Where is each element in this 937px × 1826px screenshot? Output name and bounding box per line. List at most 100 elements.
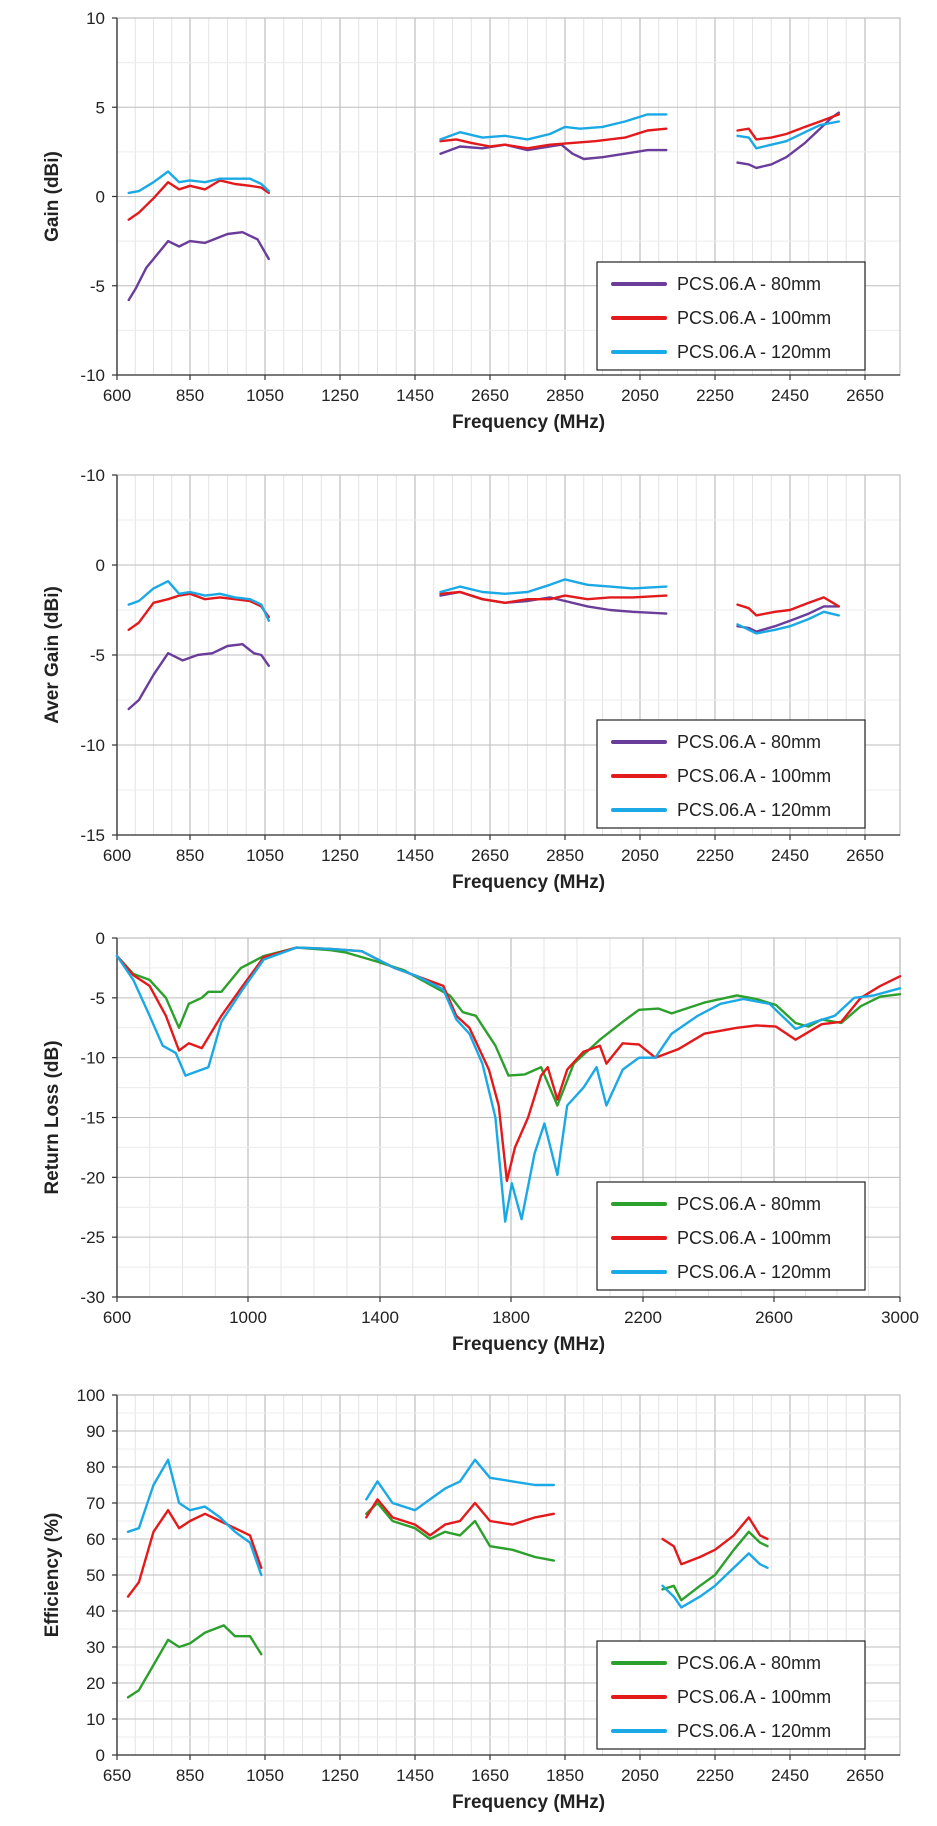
x-tick-label: 2850 <box>546 386 584 405</box>
y-tick-label: 60 <box>86 1530 105 1549</box>
series-line-3 <box>736 610 840 635</box>
y-tick-label: 30 <box>86 1638 105 1657</box>
y-tick-label: 0 <box>96 188 105 207</box>
x-tick-label: 1050 <box>246 1766 284 1785</box>
x-tick-label: 2650 <box>846 846 884 865</box>
x-tick-label: 1450 <box>396 1766 434 1785</box>
x-tick-label: 1250 <box>321 386 359 405</box>
y-tick-label: 80 <box>86 1458 105 1477</box>
x-tick-label: 2600 <box>755 1308 793 1327</box>
x-axis-title: Frequency (MHz) <box>452 1334 605 1355</box>
x-tick-label: 1250 <box>321 846 359 865</box>
series-line-2 <box>439 127 668 150</box>
series-line-3 <box>439 113 668 141</box>
legend-label: PCS.06.A - 80mm <box>677 1653 821 1673</box>
series-line-2 <box>736 113 840 141</box>
y-tick-label: 10 <box>86 1710 105 1729</box>
legend-label: PCS.06.A - 80mm <box>677 274 821 294</box>
y-tick-label: -5 <box>90 646 105 665</box>
series-line-3 <box>439 578 668 596</box>
y-tick-label: -10 <box>80 736 105 755</box>
y-tick-label: 70 <box>86 1494 105 1513</box>
series-line-2 <box>127 592 270 632</box>
y-tick-label: -15 <box>80 1109 105 1128</box>
series-line-3 <box>365 1458 555 1512</box>
y-tick-label: 20 <box>86 1674 105 1693</box>
series-line-2 <box>736 596 840 617</box>
series-line-3 <box>661 1552 769 1609</box>
x-tick-label: 2850 <box>546 846 584 865</box>
x-tick-label: 2650 <box>471 386 509 405</box>
legend-label: PCS.06.A - 80mm <box>677 1194 821 1214</box>
series-line-2 <box>439 590 668 605</box>
x-axis-title: Frequency (MHz) <box>452 1792 605 1813</box>
y-tick-label: -25 <box>80 1228 105 1247</box>
x-tick-label: 1650 <box>471 1766 509 1785</box>
legend-label: PCS.06.A - 120mm <box>677 1721 831 1741</box>
legend-label: PCS.06.A - 120mm <box>677 342 831 362</box>
x-tick-label: 1400 <box>361 1308 399 1327</box>
y-axis-title: Return Loss (dB) <box>42 1040 63 1194</box>
y-tick-label: 5 <box>96 98 105 117</box>
x-tick-label: 1450 <box>396 846 434 865</box>
series-line-2 <box>127 179 270 221</box>
series-line-1 <box>126 1624 263 1699</box>
y-tick-label: 100 <box>77 1386 105 1405</box>
series-line-1 <box>661 1530 769 1602</box>
series-line-1 <box>127 230 270 302</box>
series-line-1 <box>365 1501 555 1562</box>
x-tick-label: 2450 <box>771 1766 809 1785</box>
x-tick-label: 1050 <box>246 846 284 865</box>
series-line-3 <box>127 579 270 623</box>
y-tick-label: 90 <box>86 1422 105 1441</box>
y-axis-title: Efficiency (%) <box>42 1513 63 1638</box>
y-tick-label: 10 <box>86 9 105 28</box>
x-tick-label: 2650 <box>471 846 509 865</box>
x-tick-label: 2650 <box>846 1766 884 1785</box>
y-tick-label: -10 <box>80 466 105 485</box>
x-tick-label: 1800 <box>492 1308 530 1327</box>
x-tick-label: 2250 <box>696 1766 734 1785</box>
x-tick-label: 1850 <box>546 1766 584 1785</box>
series-line-1 <box>115 946 902 1107</box>
x-tick-label: 1450 <box>396 386 434 405</box>
series-line-1 <box>736 605 840 633</box>
legend-label: PCS.06.A - 100mm <box>677 1228 831 1248</box>
series-line-1 <box>127 642 270 711</box>
y-tick-label: 50 <box>86 1566 105 1585</box>
x-tick-label: 2450 <box>771 386 809 405</box>
x-tick-label: 850 <box>176 1766 204 1785</box>
x-tick-label: 2250 <box>696 846 734 865</box>
legend-label: PCS.06.A - 120mm <box>677 800 831 820</box>
series-line-1 <box>736 111 840 170</box>
series-line-3 <box>126 1458 263 1577</box>
legend-label: PCS.06.A - 100mm <box>677 766 831 786</box>
legend-label: PCS.06.A - 80mm <box>677 732 821 752</box>
y-tick-label: -5 <box>90 277 105 296</box>
x-tick-label: 1050 <box>246 386 284 405</box>
return-loss-chart-panel: 0 -5 -10 -15 -20 -25 -30 600 1000 1400 1800 2200 260… <box>0 910 937 1365</box>
series-line-3 <box>736 120 840 150</box>
y-tick-label: -10 <box>80 1049 105 1068</box>
y-axis-title: Aver Gain (dBi) <box>42 586 63 724</box>
x-tick-label: 600 <box>103 1308 131 1327</box>
legend-label: PCS.06.A - 100mm <box>677 1687 831 1707</box>
x-tick-label: 650 <box>103 1766 131 1785</box>
series-line-3 <box>127 170 270 195</box>
x-tick-label: 600 <box>103 386 131 405</box>
x-tick-label: 850 <box>176 386 204 405</box>
series-line-2 <box>365 1498 555 1537</box>
x-tick-label: 1000 <box>229 1308 267 1327</box>
series-line-2 <box>115 946 902 1183</box>
y-tick-label: -15 <box>80 826 105 845</box>
y-tick-label: 40 <box>86 1602 105 1621</box>
x-axis-title: Frequency (MHz) <box>452 872 605 893</box>
x-tick-label: 850 <box>176 846 204 865</box>
x-tick-label: 2650 <box>846 386 884 405</box>
aver-gain-chart-panel: -10 0 -5 -10 -15 600 850 1050 1250 1450 2650 2850 20… <box>0 455 937 910</box>
y-tick-label: -30 <box>80 1288 105 1307</box>
series-line-2 <box>661 1516 769 1566</box>
